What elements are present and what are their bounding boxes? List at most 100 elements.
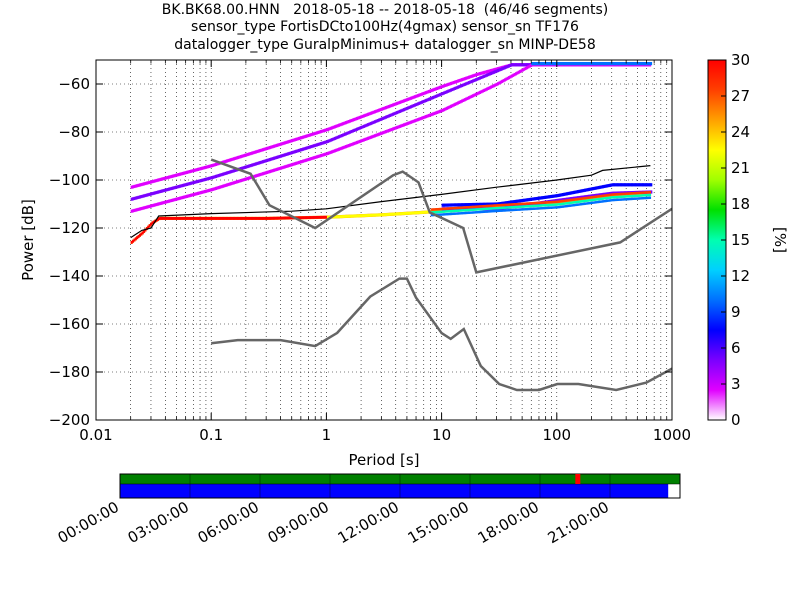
psd-cell <box>188 194 191 198</box>
psd-cell <box>517 202 520 206</box>
psd-cell <box>357 140 360 144</box>
psd-cell <box>491 202 494 206</box>
psd-cell <box>528 202 531 205</box>
psd-cell <box>190 217 193 220</box>
psd-cell <box>614 195 617 199</box>
psd-cell <box>303 159 306 163</box>
psd-cell <box>462 209 465 212</box>
x-axis: 0.01 0.1 1 10 100 1000 <box>79 60 691 444</box>
psd-cell <box>408 211 411 215</box>
psd-cell <box>588 199 591 202</box>
psd-cell <box>492 84 495 88</box>
psd-cell <box>147 205 150 209</box>
psd-cell <box>275 155 278 160</box>
psd-cell <box>610 193 613 196</box>
psd-cell <box>637 62 640 66</box>
psd-cell <box>373 213 376 217</box>
psd-cell <box>617 198 620 201</box>
psd-cell <box>335 124 338 128</box>
psd-cell <box>423 115 426 119</box>
psd-cell <box>411 120 414 124</box>
psd-cell <box>422 116 425 120</box>
psd-cell <box>634 62 637 66</box>
psd-cell <box>485 207 488 210</box>
psd-cell <box>433 111 436 116</box>
psd-cell <box>202 178 205 182</box>
psd-cell <box>523 208 526 211</box>
psd-cell <box>465 208 468 212</box>
psd-cell <box>650 190 653 194</box>
psd-cell <box>177 184 180 189</box>
psd-cell <box>538 62 541 66</box>
psd-cell <box>332 125 335 129</box>
psd-cell <box>469 80 472 84</box>
psd-cell <box>331 126 334 130</box>
psd-cell <box>626 195 629 198</box>
psd-cell <box>208 164 211 169</box>
psd-cell <box>454 102 457 106</box>
psd-cell <box>387 104 390 109</box>
psd-cell <box>224 159 227 163</box>
psd-cell <box>291 216 294 220</box>
psd-cell <box>203 217 206 220</box>
psd-cell <box>617 183 620 187</box>
psd-cell <box>213 217 216 220</box>
psd-cell <box>369 135 372 139</box>
psd-cell <box>455 102 458 106</box>
psd-cell <box>288 139 291 144</box>
psd-cell <box>376 109 379 113</box>
psd-cell <box>487 69 490 73</box>
psd-cell <box>465 211 468 215</box>
psd-cell <box>636 183 639 187</box>
psd-cell <box>433 87 436 92</box>
psd-cell <box>633 62 636 66</box>
psd-cell <box>315 216 318 219</box>
psd-cell <box>492 68 495 72</box>
psd-cell <box>480 71 483 75</box>
psd-cell <box>480 205 483 208</box>
psd-cell <box>235 217 238 220</box>
psd-cell <box>434 87 437 91</box>
psd-cell <box>633 191 636 195</box>
psd-cell <box>624 192 627 195</box>
psd-cell <box>303 135 306 139</box>
psd-cell <box>633 183 636 187</box>
psd-cell <box>250 163 253 167</box>
psd-cell <box>242 217 245 220</box>
psd-cell <box>465 203 468 207</box>
psd-cell <box>393 112 396 116</box>
psd-cell <box>476 208 479 211</box>
psd-cell <box>579 189 582 193</box>
psd-cell <box>209 176 212 180</box>
psd-cell <box>416 118 419 122</box>
psd-cell <box>577 200 580 204</box>
psd-cell <box>513 63 516 67</box>
psd-cell <box>610 199 613 202</box>
psd-cell <box>472 205 475 209</box>
psd-cell <box>404 107 407 111</box>
psd-cell <box>476 77 479 81</box>
psd-cell <box>440 109 443 113</box>
psd-cell <box>190 193 193 197</box>
psd-cell <box>593 62 596 66</box>
availability-time-label: 03:00:00 <box>125 498 192 547</box>
psd-cell <box>622 183 625 187</box>
psd-cell <box>136 208 139 212</box>
psd-cell <box>548 206 551 210</box>
psd-cell <box>564 197 567 201</box>
psd-cell <box>393 102 396 107</box>
psd-cell <box>586 196 589 199</box>
psd-cell <box>307 216 310 219</box>
psd-cell <box>245 165 248 169</box>
psd-cell <box>617 195 620 199</box>
psd-cell <box>365 113 368 117</box>
psd-cell <box>231 181 234 185</box>
psd-cell <box>590 62 593 66</box>
psd-cell <box>132 209 135 213</box>
psd-cell <box>179 184 182 188</box>
psd-cell <box>524 203 527 207</box>
psd-cell <box>499 209 502 212</box>
x-tick-label: 0.01 <box>79 426 112 444</box>
psd-cell <box>443 213 446 216</box>
